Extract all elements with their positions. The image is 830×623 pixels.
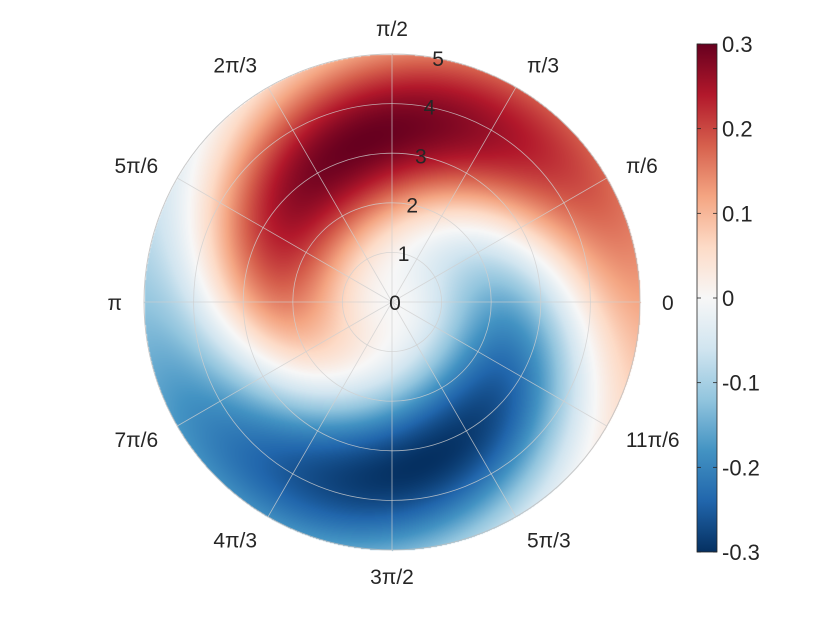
angular-gridline: [391, 87, 517, 303]
radial-tick-label: 5: [432, 48, 444, 71]
angular-tick-labels: 0 π/6 π/3 π/2 2π/3 5π/6 π 7π/6 4π/3 3π/2 5π/3 11π/6: [108, 18, 680, 589]
angular-tick-label: 3π/2: [370, 566, 414, 589]
angular-tick-label: 2π/3: [213, 55, 257, 78]
angular-tick-label: π: [108, 292, 123, 315]
radial-tick-label: 2: [406, 194, 418, 217]
angular-gridline: [177, 177, 393, 303]
angular-gridline: [267, 301, 393, 517]
angular-tick-label: π/3: [527, 55, 559, 78]
angular-tick-label: π/2: [376, 18, 408, 41]
colorbar: 0.3 0.2 0.1 0 -0.1 -0.2 -0.3: [696, 32, 760, 565]
radial-tick-label: 1: [398, 243, 410, 266]
colorbar-tick-label: -0.2: [722, 455, 760, 480]
colorbar-tick-label: 0.2: [722, 117, 753, 142]
angular-tick-label: 5π/6: [114, 155, 158, 178]
angular-tick-label: 5π/3: [527, 529, 571, 552]
angular-tick-label: 7π/6: [114, 429, 158, 452]
angular-gridline: [267, 87, 393, 303]
radial-tick-label: 4: [424, 97, 436, 120]
colorbar-tick-label: 0: [722, 286, 734, 311]
angular-gridline: [177, 301, 393, 427]
radial-tick-labels: 0 1 2 3 4 5: [389, 48, 444, 315]
radial-tick-label: 0: [389, 292, 401, 315]
colorbar-tick-label: -0.3: [722, 540, 760, 565]
angular-gridline: [391, 177, 607, 303]
angular-gridline: [391, 301, 517, 517]
angular-tick-label: 4π/3: [213, 529, 257, 552]
angular-tick-label: π/6: [626, 155, 658, 178]
colorbar-ticks: 0.3 0.2 0.1 0 -0.1 -0.2 -0.3: [697, 32, 760, 565]
colorbar-tick-label: 0.3: [722, 32, 753, 57]
angular-gridline: [391, 301, 607, 427]
radial-tick-label: 3: [415, 145, 427, 168]
colorbar-tick-label: 0.1: [722, 201, 753, 226]
polar-grid: [143, 53, 641, 551]
angular-tick-label: 0: [662, 292, 674, 315]
colorbar-tick-label: -0.1: [722, 371, 760, 396]
angular-tick-label: 11π/6: [626, 429, 680, 452]
